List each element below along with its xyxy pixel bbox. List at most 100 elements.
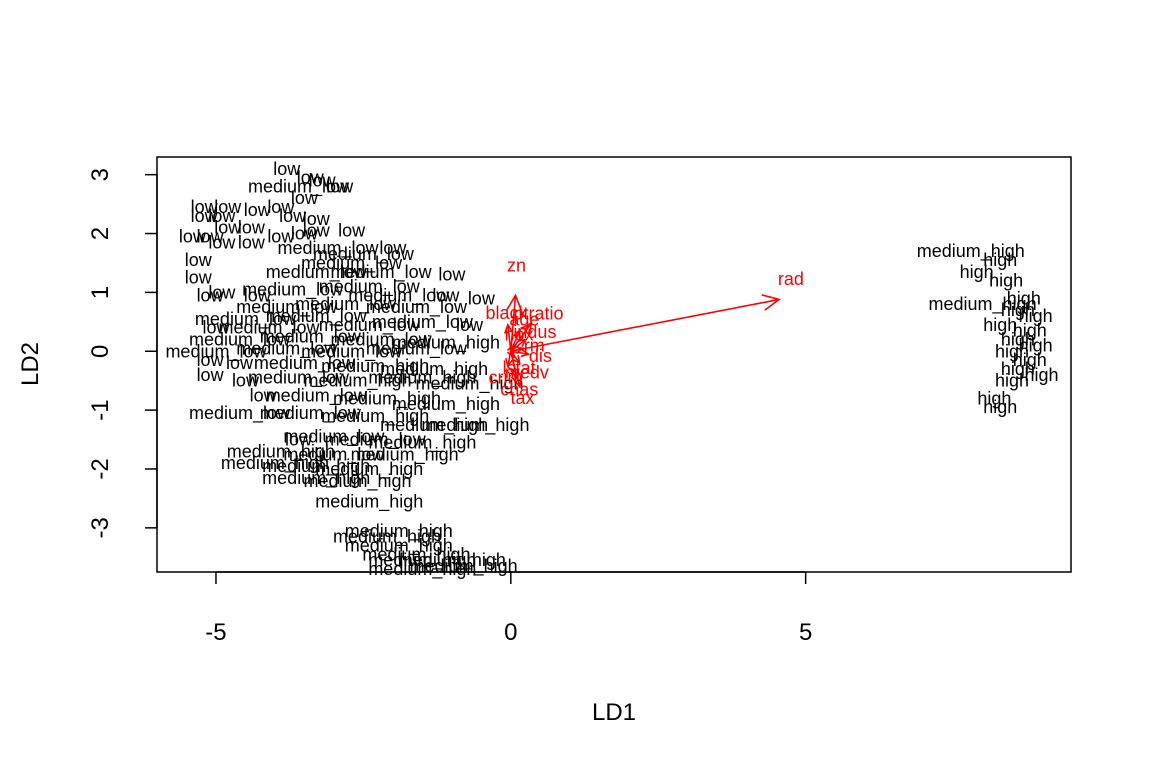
point-label: low bbox=[232, 371, 260, 391]
arrow-label: black bbox=[486, 303, 529, 323]
point-label: low bbox=[456, 315, 484, 335]
x-tick-label: 0 bbox=[504, 619, 517, 646]
point-label: high bbox=[983, 315, 1017, 335]
point-label: medium_low bbox=[301, 341, 403, 362]
point-label: medium_high bbox=[415, 374, 523, 395]
point-label: medium_low bbox=[189, 403, 291, 424]
point-label: low bbox=[185, 268, 213, 288]
point-label: medium_high bbox=[380, 359, 488, 380]
point-label: medium_low bbox=[266, 385, 368, 406]
arrow-rad: rad bbox=[510, 269, 804, 353]
point-label: medium_high bbox=[221, 453, 329, 474]
arrow-shaft bbox=[510, 298, 780, 353]
x-axis-label: LD1 bbox=[592, 699, 636, 726]
point-label: low bbox=[309, 171, 337, 191]
point-label: low bbox=[202, 318, 230, 338]
point-label: low bbox=[273, 159, 301, 179]
arrow-label: nox bbox=[505, 325, 534, 345]
point-label: medium_low bbox=[266, 262, 368, 283]
y-tick-label: -1 bbox=[87, 399, 114, 420]
x-tick-label: -5 bbox=[205, 619, 226, 646]
point-label: low bbox=[208, 206, 236, 226]
point-label: high bbox=[983, 397, 1017, 417]
point-label: medium_low bbox=[301, 253, 403, 274]
point-label: medium_high bbox=[321, 356, 429, 377]
point-label: medium_low bbox=[254, 353, 356, 374]
point-label: medium_high bbox=[410, 556, 518, 577]
point-label: medium_low bbox=[266, 306, 368, 327]
point-label: low bbox=[244, 200, 272, 220]
arrow-label: indus bbox=[513, 322, 556, 342]
point-label: medium_high bbox=[333, 527, 441, 548]
point-label: medium_low bbox=[313, 244, 415, 265]
point-label: low bbox=[191, 197, 219, 217]
point-label: low bbox=[432, 285, 460, 305]
arrow-shaft bbox=[507, 324, 512, 352]
point-label: medium_low bbox=[195, 309, 297, 330]
arrow-head bbox=[517, 338, 527, 348]
y-axis-label: LD2 bbox=[17, 342, 44, 386]
y-tick-label: 2 bbox=[87, 227, 114, 240]
point-label: low bbox=[291, 188, 319, 208]
point-label: low bbox=[303, 209, 331, 229]
y-tick-label: -3 bbox=[87, 517, 114, 538]
arrow-ptratio: ptratio bbox=[510, 303, 564, 352]
arrow-head bbox=[513, 328, 521, 339]
arrow-label: dis bbox=[529, 346, 552, 366]
arrow-label: crim bbox=[489, 368, 523, 388]
point-label: medium_high bbox=[368, 368, 476, 389]
point-label: low bbox=[208, 232, 236, 252]
arrow-shaft bbox=[507, 351, 512, 367]
point-label: medium_low bbox=[189, 329, 291, 350]
point-label: high bbox=[1013, 321, 1047, 341]
arrow-label: rm bbox=[524, 335, 545, 355]
point-label: high bbox=[995, 371, 1029, 391]
arrow-head bbox=[512, 355, 521, 365]
arrow-label: chas bbox=[500, 379, 538, 399]
arrow-tax: tax bbox=[510, 351, 535, 408]
point-label: medium_low bbox=[331, 329, 433, 350]
point-label: low bbox=[197, 285, 225, 305]
arrow-label: ptratio bbox=[514, 303, 564, 323]
point-label: low bbox=[468, 288, 496, 308]
point-label: medium_high bbox=[262, 456, 370, 477]
point-label: medium_high bbox=[262, 468, 370, 489]
arrow-shaft bbox=[510, 347, 523, 353]
x-ticks: -5 0 5 bbox=[205, 571, 812, 646]
point-label: medium_low bbox=[165, 341, 267, 362]
point-label: low bbox=[226, 353, 254, 373]
point-label: medium_high bbox=[227, 441, 335, 462]
arrow-head bbox=[520, 321, 533, 336]
point-label: medium_low bbox=[348, 285, 450, 306]
arrow-head bbox=[520, 348, 531, 358]
point-label: low bbox=[267, 197, 295, 217]
point-label: medium_high bbox=[392, 394, 500, 415]
arrow-shaft bbox=[510, 295, 517, 352]
point-label: low bbox=[379, 238, 407, 258]
point-label: high bbox=[1007, 288, 1041, 308]
point-label: medium_high bbox=[421, 415, 529, 436]
point-label: medium_low bbox=[277, 238, 379, 259]
point-label: medium_low bbox=[325, 430, 427, 451]
arrow-shaft bbox=[510, 350, 521, 364]
point-label: medium_low bbox=[372, 312, 474, 333]
arrow-zn: zn bbox=[505, 255, 526, 352]
point-label: medium_low bbox=[260, 403, 362, 424]
arrow-label: zn bbox=[507, 255, 526, 275]
y-tick-label: 1 bbox=[87, 286, 114, 299]
point-label: high bbox=[1001, 359, 1035, 379]
point-label: low bbox=[338, 221, 366, 241]
point-label: medium_high bbox=[392, 332, 500, 353]
point-label: high bbox=[989, 271, 1023, 291]
point-label: low bbox=[279, 206, 307, 226]
point-label: low bbox=[326, 176, 354, 196]
point-label: medium_low bbox=[283, 427, 385, 448]
arrow-crim: crim bbox=[489, 351, 523, 388]
point-label: low bbox=[185, 250, 213, 270]
point-label: low bbox=[214, 197, 242, 217]
point-label: medium_high bbox=[368, 559, 476, 580]
point-label: low bbox=[197, 226, 225, 246]
point-label: medium_high bbox=[362, 544, 470, 565]
